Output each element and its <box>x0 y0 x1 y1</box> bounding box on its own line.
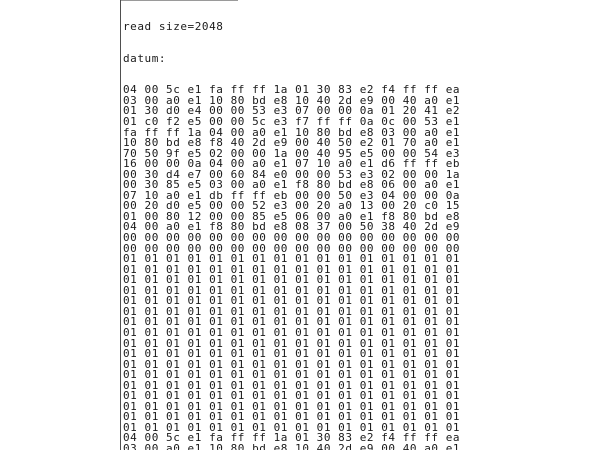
top-border-line <box>121 0 238 1</box>
console-line: 10 80 bd e8 f8 40 2d e9 00 40 50 e2 01 7… <box>123 136 461 150</box>
console-line: 01 01 01 01 01 01 01 01 01 01 01 01 01 0… <box>123 252 461 266</box>
console-line: 00 00 00 00 00 00 00 00 00 00 00 00 00 0… <box>123 231 461 245</box>
console-line: 01 01 01 01 01 01 01 01 01 01 01 01 01 0… <box>123 304 461 318</box>
console-line: 01 01 01 01 01 01 01 01 01 01 01 01 01 0… <box>123 420 461 434</box>
console-line: 04 00 5c e1 fa ff ff 1a 01 30 83 e2 f4 f… <box>123 431 461 445</box>
console-line: fa ff ff 1a 04 00 a0 e1 10 80 bd e8 03 0… <box>123 125 461 139</box>
console-line: 04 00 5c e1 fa ff ff 1a 01 30 83 e2 f4 f… <box>123 83 461 97</box>
console-line: 70 50 9f e5 02 00 00 1a 00 40 95 e5 00 0… <box>123 146 461 160</box>
console-line: 01 01 01 01 01 01 01 01 01 01 01 01 01 0… <box>123 315 461 329</box>
console-line: 03 00 a0 e1 10 80 bd e8 10 40 2d e9 00 4… <box>123 93 461 107</box>
console-line: 01 00 80 12 00 00 85 e5 06 00 a0 e1 f8 8… <box>123 209 461 223</box>
console-line: 01 01 01 01 01 01 01 01 01 01 01 01 01 0… <box>123 357 461 371</box>
console-line: 01 01 01 01 01 01 01 01 01 01 01 01 01 0… <box>123 325 461 339</box>
console-line: 01 c0 f2 e5 00 00 5c e3 f7 ff ff 0a 0c 0… <box>123 115 461 129</box>
window-left-border <box>120 0 121 450</box>
console-line: 00 00 00 00 00 00 00 00 00 00 00 00 00 0… <box>123 241 461 255</box>
console-line: 01 01 01 01 01 01 01 01 01 01 01 01 01 0… <box>123 368 461 382</box>
console-output: read size=2048 datum: 04 00 5c e1 fa ff … <box>123 1 600 450</box>
console-line: 01 30 d0 e4 00 00 53 e3 07 00 00 0a 01 2… <box>123 104 461 118</box>
console-line: 00 20 d0 e5 00 00 52 e3 00 20 a0 13 00 2… <box>123 199 461 213</box>
console-line: 03 00 a0 e1 10 80 bd e8 10 40 2d e9 00 4… <box>123 441 461 450</box>
console-line: 01 01 01 01 01 01 01 01 01 01 01 01 01 0… <box>123 336 461 350</box>
hex-dump: 04 00 5c e1 fa ff ff 1a 01 30 83 e2 f4 f… <box>123 85 600 450</box>
console-line: 01 01 01 01 01 01 01 01 01 01 01 01 01 0… <box>123 389 461 403</box>
console-line: 07 10 a0 e1 db ff ff eb 00 00 50 e3 04 0… <box>123 188 461 202</box>
console-line: 01 01 01 01 01 01 01 01 01 01 01 01 01 0… <box>123 410 461 424</box>
console-line: 01 01 01 01 01 01 01 01 01 01 01 01 01 0… <box>123 283 461 297</box>
datum-label: datum: <box>123 51 167 65</box>
console-line: 01 01 01 01 01 01 01 01 01 01 01 01 01 0… <box>123 273 461 287</box>
console-line: 04 00 a0 e1 f8 80 bd e8 08 37 00 50 38 4… <box>123 220 461 234</box>
console-line: 16 00 00 0a 04 00 a0 e1 07 10 a0 e1 d6 f… <box>123 157 461 171</box>
console-line: 01 01 01 01 01 01 01 01 01 01 01 01 01 0… <box>123 294 461 308</box>
console-line: 00 30 85 e5 03 00 a0 e1 f8 80 bd e8 06 0… <box>123 178 461 192</box>
console-line: 01 01 01 01 01 01 01 01 01 01 01 01 01 0… <box>123 378 461 392</box>
console-line: 01 01 01 01 01 01 01 01 01 01 01 01 01 0… <box>123 399 461 413</box>
console-line: 01 01 01 01 01 01 01 01 01 01 01 01 01 0… <box>123 262 461 276</box>
console-line: 01 01 01 01 01 01 01 01 01 01 01 01 01 0… <box>123 347 461 361</box>
console-line: 00 30 d4 e7 00 60 84 e0 00 00 53 e3 02 0… <box>123 167 461 181</box>
read-size-line: read size=2048 <box>123 20 224 34</box>
